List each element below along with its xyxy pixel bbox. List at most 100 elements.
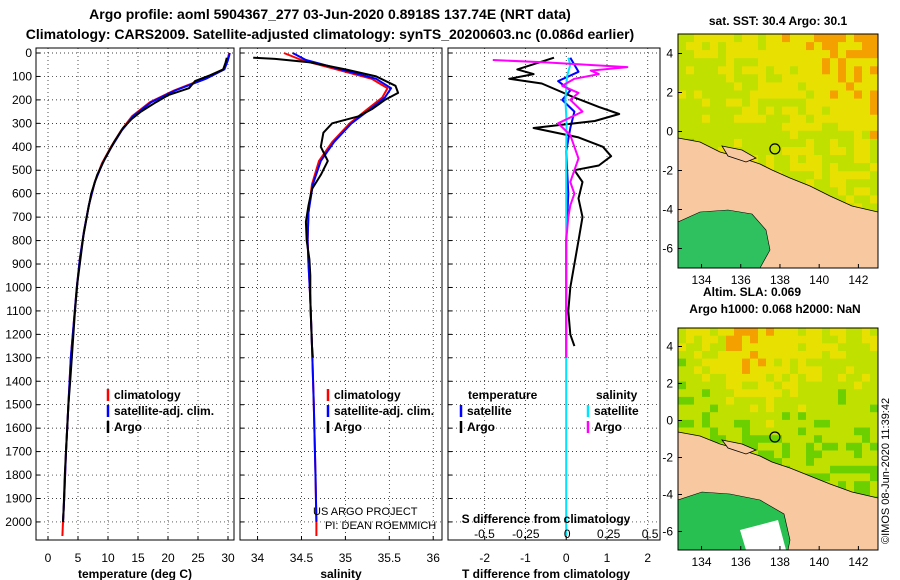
map-cell: [774, 114, 783, 124]
map-cell: [774, 335, 783, 344]
map-cell: [774, 82, 783, 92]
map-cell: [830, 412, 839, 421]
map-cell: [734, 122, 743, 132]
temperature-xlabel: temperature (deg C): [78, 567, 192, 580]
map-cell: [870, 396, 878, 406]
map-cell: [742, 396, 751, 406]
map-cell: [734, 419, 743, 429]
map-cell: [782, 98, 791, 108]
temperature-panel: 0 5 10 15 20 25 30 0 100 200 300 400 500 600 700 800 90…: [5, 46, 235, 580]
map-cell: [870, 450, 878, 459]
map-cell: [846, 163, 855, 172]
map-cell: [806, 58, 815, 67]
map-cell: [870, 74, 878, 83]
latitude-tick-label: -6: [662, 242, 673, 256]
map-cell: [814, 138, 823, 148]
map-cell: [862, 381, 871, 390]
map-cell: [726, 396, 735, 406]
map-cell: [830, 98, 839, 108]
legend-label-t-argo: Argo: [467, 420, 495, 434]
map-cell: [734, 50, 743, 59]
map-cell: [822, 412, 831, 421]
map-cell: [822, 373, 831, 383]
map-cell: [798, 404, 807, 413]
map-cell: [678, 66, 687, 75]
map-cell: [822, 58, 831, 67]
map-cell: [870, 114, 878, 124]
map-cell: [742, 147, 751, 156]
map-cell: [846, 465, 855, 475]
map-cell: [750, 351, 759, 360]
map-cell: [814, 130, 823, 140]
map-cell: [846, 366, 855, 375]
map-cell: [846, 155, 855, 164]
map-cell: [782, 138, 791, 148]
map-cell: [862, 328, 871, 337]
map-cell: [822, 458, 831, 467]
map-cell: [774, 450, 783, 459]
map-cell: [766, 90, 775, 100]
map-cell: [710, 138, 719, 148]
legend-title-salinity: salinity: [596, 388, 638, 402]
map-cell: [718, 335, 727, 344]
map-cell: [758, 50, 767, 59]
map-cell: [758, 66, 767, 75]
map-cell: [750, 74, 759, 83]
map-cell: [694, 42, 703, 51]
map-cell: [686, 335, 695, 344]
map-cell: [726, 358, 735, 367]
map-cell: [686, 381, 695, 390]
map-cell: [822, 427, 831, 436]
map-cell: [846, 90, 855, 100]
map-cell: [686, 427, 695, 436]
map-cell: [718, 351, 727, 360]
map-cell: [814, 366, 823, 375]
map-cell: [798, 74, 807, 83]
map-cell: [814, 163, 823, 172]
map-cell: [758, 130, 767, 140]
map-cell: [838, 90, 847, 100]
map-cell: [830, 74, 839, 83]
map-cell: [846, 171, 855, 180]
map-cell: [838, 435, 847, 444]
map-cell: [854, 373, 863, 383]
map-cell: [846, 358, 855, 367]
map-cell: [750, 58, 759, 67]
map-cell: [742, 335, 751, 344]
map-cell: [798, 147, 807, 156]
map-cell: [702, 50, 711, 59]
map-cell: [742, 34, 751, 43]
depth-tick-label: 1900: [5, 491, 32, 505]
map-cell: [854, 130, 863, 140]
map-cell: [854, 90, 863, 100]
map-cell: [766, 412, 775, 421]
map-cell: [710, 122, 719, 132]
map-cell: [742, 114, 751, 124]
map-cell: [838, 366, 847, 375]
map-cell: [678, 373, 687, 383]
map-cell: [782, 122, 791, 132]
map-cell: [862, 396, 871, 406]
difference-grid: [448, 48, 660, 540]
map-cell: [838, 58, 847, 67]
map-cell: [790, 419, 799, 429]
map-cell: [830, 187, 839, 196]
map-cell: [758, 34, 767, 43]
temperature-grid: [36, 48, 234, 540]
map-cell: [766, 50, 775, 59]
map-cell: [726, 419, 735, 429]
map-cell: [734, 335, 743, 344]
map-cell: [854, 358, 863, 367]
latitude-tick-label: 0: [666, 125, 673, 139]
map-cell: [790, 442, 799, 452]
map-cell: [742, 66, 751, 75]
map-cell: [862, 358, 871, 367]
map-cell: [774, 458, 783, 467]
map-cell: [694, 50, 703, 59]
map-cell: [718, 435, 727, 444]
map-cell: [734, 381, 743, 390]
map-cell: [678, 335, 687, 344]
map-cell: [830, 435, 839, 444]
map-cell: [686, 122, 695, 132]
